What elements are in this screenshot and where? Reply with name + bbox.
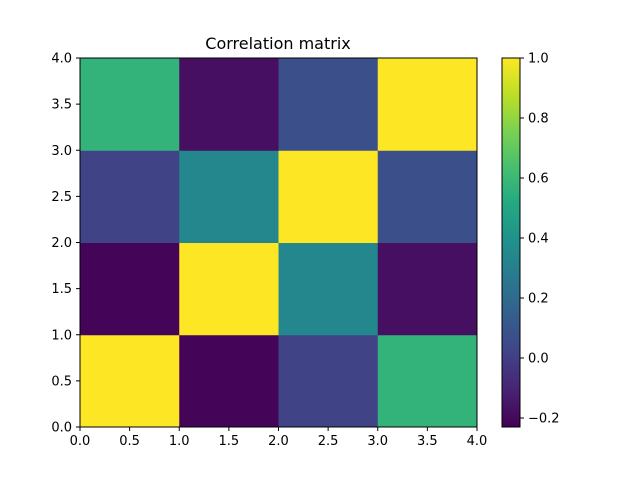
colorbar-tick-label: 1.0	[528, 52, 549, 67]
heatmap-cell-r1-c0	[80, 242, 180, 336]
heatmap-cell-r2-c3	[377, 150, 478, 243]
heatmap-cell-r0-c0	[80, 334, 180, 428]
x-tick-label: 2.0	[268, 434, 289, 449]
y-axis: 0.0 0.5 1.0 1.5 2.0 2.5 3.0 3.5 4.0	[51, 52, 80, 436]
x-tick-label: 0.0	[70, 434, 91, 449]
heatmap-cell-r3-c2	[278, 58, 379, 151]
heatmap-cell-r2-c0	[80, 150, 180, 243]
y-tick-label: 2.0	[51, 236, 72, 251]
colorbar-tick-label: 0.6	[528, 172, 549, 187]
colorbar-tick-label: 0.8	[528, 112, 549, 127]
y-tick-label: 0.0	[51, 421, 72, 436]
y-tick-label: 3.5	[51, 98, 72, 113]
x-tick-label: 0.5	[119, 434, 140, 449]
x-tick-label: 2.5	[318, 434, 339, 449]
y-tick-label: 4.0	[51, 52, 72, 67]
heatmap-cell-r0-c3	[377, 334, 478, 428]
heatmap-cell-r1-c2	[278, 242, 379, 336]
heatmap-cells	[80, 58, 478, 428]
heatmap-cell-r1-c3	[377, 242, 478, 336]
heatmap-cell-r2-c1	[179, 150, 279, 243]
y-tick-label: 3.0	[51, 144, 72, 159]
x-axis: 0.0 0.5 1.0 1.5 2.0 2.5 3.0 3.5 4.0	[70, 427, 488, 449]
heatmap-cell-r0-c2	[278, 334, 379, 428]
colorbar: −0.2 0.0 0.2 0.4 0.6 0.8 1.0	[501, 52, 560, 428]
x-tick-label: 1.5	[219, 434, 240, 449]
x-tick-label: 1.0	[169, 434, 190, 449]
y-tick-label: 0.5	[51, 374, 72, 389]
heatmap-cell-r0-c1	[179, 334, 279, 428]
colorbar-gradient	[502, 58, 520, 427]
heatmap-cell-r3-c0	[80, 58, 180, 151]
x-tick-label: 4.0	[467, 434, 488, 449]
x-tick-label: 3.5	[417, 434, 438, 449]
chart-title: Correlation matrix	[205, 34, 350, 53]
colorbar-tick-label: 0.0	[528, 352, 549, 367]
heatmap-cell-r2-c2	[278, 150, 379, 243]
y-tick-label: 2.5	[51, 190, 72, 205]
y-tick-label: 1.5	[51, 282, 72, 297]
heatmap-cell-r1-c1	[179, 242, 279, 336]
colorbar-tick-label: 0.2	[528, 292, 549, 307]
x-tick-label: 3.0	[367, 434, 388, 449]
heatmap-cell-r3-c3	[377, 58, 478, 151]
colorbar-frame	[501, 57, 521, 428]
colorbar-tick-label: −0.2	[528, 412, 560, 427]
heatmap-cell-r3-c1	[179, 58, 279, 151]
colorbar-tick-label: 0.4	[528, 232, 549, 247]
y-tick-label: 1.0	[51, 328, 72, 343]
